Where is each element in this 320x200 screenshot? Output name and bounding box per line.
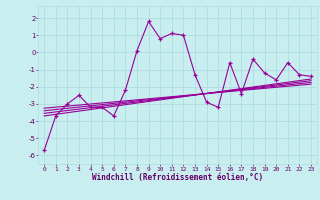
X-axis label: Windchill (Refroidissement éolien,°C): Windchill (Refroidissement éolien,°C)	[92, 173, 263, 182]
